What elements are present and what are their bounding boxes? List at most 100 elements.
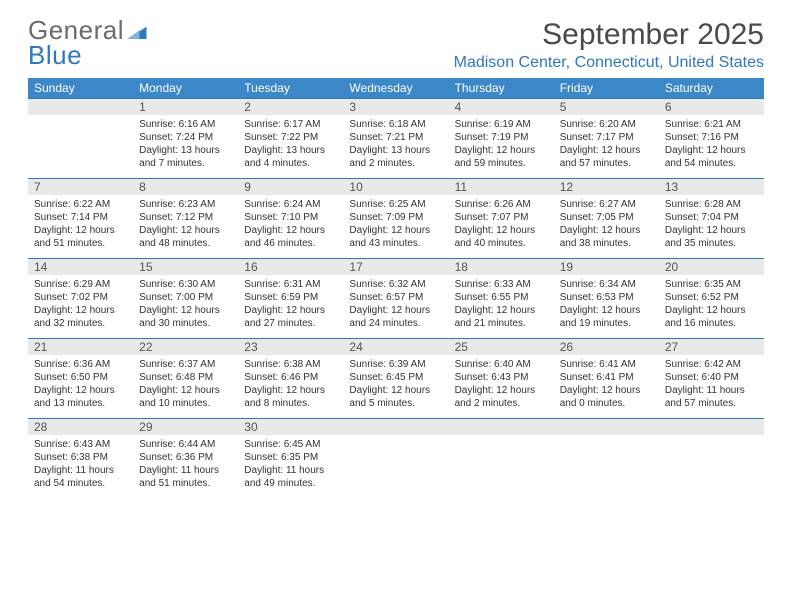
sunrise-text: Sunrise: 6:45 AM [244,438,337,451]
sunrise-text: Sunrise: 6:38 AM [244,358,337,371]
sunrise-text: Sunrise: 6:17 AM [244,118,337,131]
day-cell: Sunrise: 6:39 AMSunset: 6:45 PMDaylight:… [343,355,448,419]
day-number: 22 [133,339,238,356]
sunrise-text: Sunrise: 6:37 AM [139,358,232,371]
day-cell [343,435,448,498]
sunset-text: Sunset: 7:00 PM [139,291,232,304]
calendar-page: GeneralBlue September 2025 Madison Cente… [0,0,792,516]
day-cell [28,115,133,179]
weekday-header: Monday [133,78,238,99]
daylight-text: Daylight: 12 hours and 16 minutes. [665,304,758,330]
day-number: 14 [28,259,133,276]
day-number: 18 [449,259,554,276]
day-number [28,99,133,116]
day-number [343,419,448,436]
daylight-text: Daylight: 12 hours and 5 minutes. [349,384,442,410]
sunset-text: Sunset: 7:10 PM [244,211,337,224]
day-cell: Sunrise: 6:19 AMSunset: 7:19 PMDaylight:… [449,115,554,179]
day-number: 11 [449,179,554,196]
sunset-text: Sunset: 6:53 PM [560,291,653,304]
day-cell: Sunrise: 6:16 AMSunset: 7:24 PMDaylight:… [133,115,238,179]
day-number: 24 [343,339,448,356]
day-number: 6 [659,99,764,116]
sunset-text: Sunset: 7:07 PM [455,211,548,224]
sunset-text: Sunset: 6:59 PM [244,291,337,304]
daylight-text: Daylight: 12 hours and 30 minutes. [139,304,232,330]
weekday-header: Friday [554,78,659,99]
daylight-text: Daylight: 12 hours and 40 minutes. [455,224,548,250]
sunrise-text: Sunrise: 6:34 AM [560,278,653,291]
sunset-text: Sunset: 7:19 PM [455,131,548,144]
daylight-text: Daylight: 12 hours and 2 minutes. [455,384,548,410]
day-number: 26 [554,339,659,356]
daylight-text: Daylight: 13 hours and 2 minutes. [349,144,442,170]
page-header: GeneralBlue September 2025 Madison Cente… [28,18,764,72]
day-content-row: Sunrise: 6:29 AMSunset: 7:02 PMDaylight:… [28,275,764,339]
sunrise-text: Sunrise: 6:39 AM [349,358,442,371]
day-number: 2 [238,99,343,116]
day-cell: Sunrise: 6:32 AMSunset: 6:57 PMDaylight:… [343,275,448,339]
day-content-row: Sunrise: 6:43 AMSunset: 6:38 PMDaylight:… [28,435,764,498]
daylight-text: Daylight: 13 hours and 7 minutes. [139,144,232,170]
sunset-text: Sunset: 6:43 PM [455,371,548,384]
weekday-header: Sunday [28,78,133,99]
day-number [659,419,764,436]
sunrise-text: Sunrise: 6:21 AM [665,118,758,131]
day-cell: Sunrise: 6:17 AMSunset: 7:22 PMDaylight:… [238,115,343,179]
sunrise-text: Sunrise: 6:24 AM [244,198,337,211]
day-cell: Sunrise: 6:29 AMSunset: 7:02 PMDaylight:… [28,275,133,339]
sunset-text: Sunset: 6:36 PM [139,451,232,464]
day-content-row: Sunrise: 6:36 AMSunset: 6:50 PMDaylight:… [28,355,764,419]
sunset-text: Sunset: 6:40 PM [665,371,758,384]
sunset-text: Sunset: 6:48 PM [139,371,232,384]
sunset-text: Sunset: 6:52 PM [665,291,758,304]
day-number: 27 [659,339,764,356]
day-number: 5 [554,99,659,116]
sunset-text: Sunset: 6:50 PM [34,371,127,384]
location-subtitle: Madison Center, Connecticut, United Stat… [454,54,764,72]
day-number: 30 [238,419,343,436]
daylight-text: Daylight: 12 hours and 10 minutes. [139,384,232,410]
title-block: September 2025 Madison Center, Connectic… [454,18,764,72]
month-title: September 2025 [454,18,764,52]
sunset-text: Sunset: 7:16 PM [665,131,758,144]
sunset-text: Sunset: 7:09 PM [349,211,442,224]
sunrise-text: Sunrise: 6:40 AM [455,358,548,371]
day-cell: Sunrise: 6:18 AMSunset: 7:21 PMDaylight:… [343,115,448,179]
sunrise-text: Sunrise: 6:29 AM [34,278,127,291]
day-number-row: 14151617181920 [28,259,764,276]
day-cell: Sunrise: 6:20 AMSunset: 7:17 PMDaylight:… [554,115,659,179]
daylight-text: Daylight: 12 hours and 27 minutes. [244,304,337,330]
sunrise-text: Sunrise: 6:26 AM [455,198,548,211]
day-cell: Sunrise: 6:23 AMSunset: 7:12 PMDaylight:… [133,195,238,259]
weekday-header-row: SundayMondayTuesdayWednesdayThursdayFrid… [28,78,764,99]
day-number: 9 [238,179,343,196]
day-content-row: Sunrise: 6:22 AMSunset: 7:14 PMDaylight:… [28,195,764,259]
sunset-text: Sunset: 7:17 PM [560,131,653,144]
day-number: 3 [343,99,448,116]
day-cell: Sunrise: 6:44 AMSunset: 6:36 PMDaylight:… [133,435,238,498]
day-number: 17 [343,259,448,276]
day-cell: Sunrise: 6:21 AMSunset: 7:16 PMDaylight:… [659,115,764,179]
sunset-text: Sunset: 6:38 PM [34,451,127,464]
sunset-text: Sunset: 7:21 PM [349,131,442,144]
sunrise-text: Sunrise: 6:20 AM [560,118,653,131]
sunrise-text: Sunrise: 6:28 AM [665,198,758,211]
daylight-text: Daylight: 11 hours and 49 minutes. [244,464,337,490]
sunrise-text: Sunrise: 6:35 AM [665,278,758,291]
sunset-text: Sunset: 6:35 PM [244,451,337,464]
weekday-header: Thursday [449,78,554,99]
day-cell: Sunrise: 6:30 AMSunset: 7:00 PMDaylight:… [133,275,238,339]
daylight-text: Daylight: 12 hours and 57 minutes. [560,144,653,170]
day-number: 7 [28,179,133,196]
calendar-table: SundayMondayTuesdayWednesdayThursdayFrid… [28,78,764,498]
weekday-header: Saturday [659,78,764,99]
sunrise-text: Sunrise: 6:23 AM [139,198,232,211]
day-number-row: 282930 [28,419,764,436]
daylight-text: Daylight: 11 hours and 54 minutes. [34,464,127,490]
sunset-text: Sunset: 6:45 PM [349,371,442,384]
day-cell [449,435,554,498]
weekday-header: Wednesday [343,78,448,99]
day-cell: Sunrise: 6:37 AMSunset: 6:48 PMDaylight:… [133,355,238,419]
day-number: 28 [28,419,133,436]
